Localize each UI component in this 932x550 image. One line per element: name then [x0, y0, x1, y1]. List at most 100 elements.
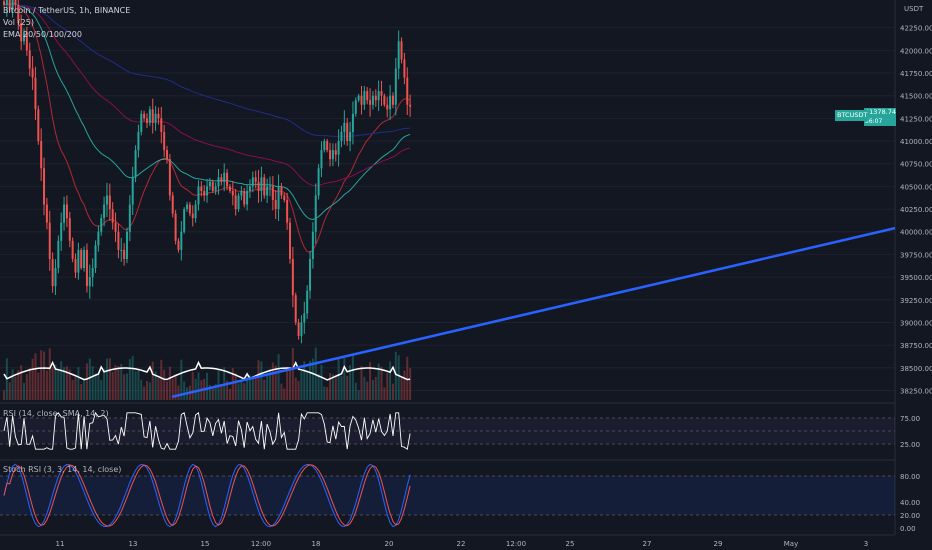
- volume-bar: [157, 377, 160, 400]
- rsi-pane[interactable]: 75.00 25.00: [0, 411, 920, 450]
- candle-body: [37, 109, 40, 142]
- volume-bar: [194, 378, 197, 400]
- candle-body: [43, 168, 46, 205]
- volume-bar: [329, 373, 332, 400]
- stoch-rsi-label[interactable]: Stoch RSI (3, 3, 14, 14, close): [3, 465, 122, 474]
- volume-bar: [140, 379, 143, 400]
- candle-body: [263, 177, 266, 196]
- trendline[interactable]: [171, 226, 896, 399]
- volume-bar: [228, 388, 231, 400]
- volume-bar: [323, 386, 326, 400]
- candle-body: [157, 113, 160, 119]
- volume-bar: [403, 370, 406, 400]
- candle-body: [94, 245, 97, 269]
- volume-bar: [371, 379, 374, 400]
- volume-bar: [394, 351, 397, 400]
- candle-body: [268, 186, 271, 188]
- stoch-rsi-pane[interactable]: 80.00 40.00 20.00 0.00: [0, 463, 920, 533]
- candle-body: [231, 190, 234, 196]
- candle-body: [74, 258, 77, 273]
- candle-body: [203, 190, 206, 196]
- volume-bar: [40, 350, 43, 400]
- volume-bar: [294, 377, 297, 400]
- price-axis[interactable]: 42250.00 42000.00 41750.00 41500.00 41250.00…: [900, 25, 932, 396]
- volume-bar: [51, 366, 54, 400]
- volume-bar: [297, 381, 300, 400]
- price-tick: 42000.00: [900, 47, 932, 55]
- ema-label[interactable]: EMA 20/50/100/200: [3, 30, 82, 39]
- candle-body: [291, 258, 294, 296]
- time-axis[interactable]: 11 13 15 12:00 18 20 22 12:00 25 27 29 May 3: [0, 534, 895, 548]
- volume-bar: [317, 373, 320, 400]
- volume-bar: [85, 363, 88, 400]
- price-tick: 39500.00: [900, 274, 932, 282]
- candle-body: [217, 177, 220, 187]
- volume-bar: [280, 383, 283, 400]
- volume-bar: [80, 383, 83, 400]
- candle-body: [85, 249, 88, 287]
- stoch-tick: 0.00: [900, 525, 916, 533]
- candle-body: [11, 0, 14, 10]
- rsi-tick: 75.00: [900, 415, 920, 423]
- candle-body: [243, 190, 246, 205]
- volume-bar: [11, 369, 14, 400]
- volume-bar: [274, 365, 277, 400]
- volume-bar: [340, 375, 343, 400]
- symbol-title[interactable]: Bitcoin / TetherUS, 1h, BINANCE: [3, 6, 131, 15]
- volume-bar: [314, 347, 317, 400]
- volume-bar: [357, 389, 360, 400]
- volume-bar: [20, 365, 23, 400]
- candle-body: [274, 200, 277, 210]
- volume-bar: [114, 364, 117, 400]
- ema-100-line: [3, 4, 411, 187]
- candle-body: [306, 290, 309, 314]
- candle-body: [45, 204, 48, 223]
- price-tick: 40750.00: [900, 161, 932, 169]
- candle-body: [194, 204, 197, 219]
- candle-body: [91, 268, 94, 278]
- volume-label[interactable]: Vol (25): [3, 18, 34, 27]
- volume-bar: [300, 371, 303, 400]
- stoch-d-line: [3, 464, 411, 527]
- candle-body: [286, 200, 289, 223]
- candle-body: [111, 209, 114, 223]
- candle-body: [360, 95, 363, 105]
- volume-bar: [289, 368, 291, 400]
- candle-body: [148, 109, 151, 123]
- volume-bar: [303, 361, 306, 400]
- volume-bar: [137, 368, 140, 400]
- candle-body: [266, 186, 269, 196]
- candle-body: [151, 109, 154, 123]
- candle-body: [188, 204, 191, 214]
- candle-body: [349, 131, 352, 142]
- candle-body: [240, 190, 243, 196]
- rsi-label[interactable]: RSI (14, close, SMA, 14, 2): [3, 409, 109, 418]
- price-tick: 40000.00: [900, 229, 932, 237]
- candle-body: [237, 195, 240, 210]
- candle-body: [63, 204, 66, 223]
- candle-body: [123, 249, 126, 259]
- volume-bar: [180, 359, 183, 400]
- volume-bar: [97, 373, 100, 400]
- candle-body: [311, 231, 314, 259]
- volume-bar: [71, 379, 74, 400]
- badge-symbol: BTCUSDT: [835, 110, 870, 121]
- candle-body: [271, 186, 274, 200]
- candle-body: [400, 41, 403, 60]
- volume-bar: [343, 358, 346, 400]
- volume-bar: [283, 388, 286, 400]
- price-tick: 41250.00: [900, 115, 932, 123]
- candle-body: [326, 141, 329, 151]
- candle-body: [371, 95, 374, 105]
- volume-bar: [237, 383, 240, 400]
- candle-body: [125, 231, 128, 259]
- candle-body: [391, 95, 394, 105]
- candle-body: [234, 195, 237, 210]
- candle-body: [331, 150, 334, 160]
- volume-bar: [226, 380, 229, 400]
- candles: [3, 0, 412, 344]
- candle-body: [228, 186, 231, 191]
- volume-bar: [146, 380, 148, 400]
- candle-body: [186, 204, 189, 210]
